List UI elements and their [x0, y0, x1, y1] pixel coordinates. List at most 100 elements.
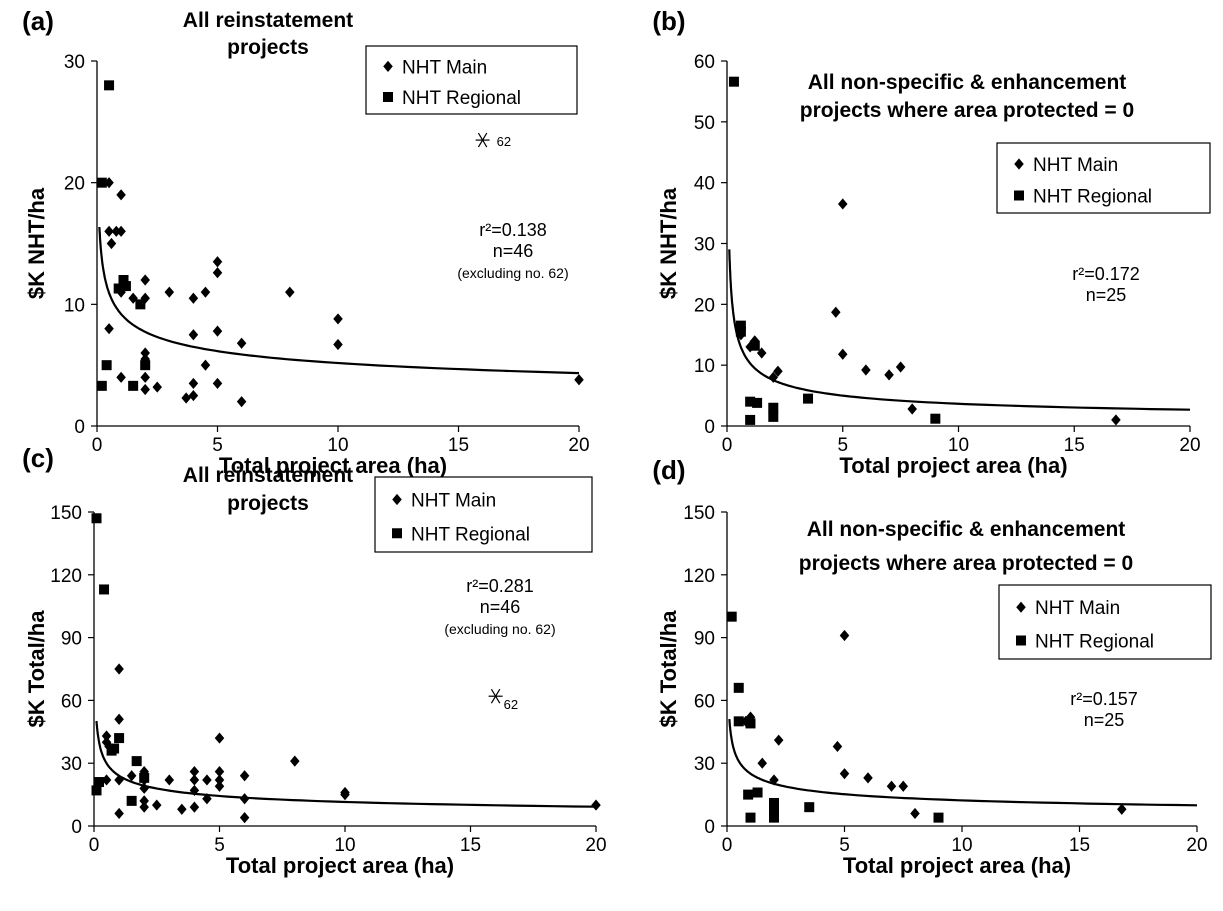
y-tick-label: 40 [694, 174, 715, 195]
chart-title-line: projects where area protected = 0 [800, 99, 1134, 122]
nht-regional-point [96, 380, 107, 391]
nht-main-point [188, 292, 199, 304]
trend-line [728, 249, 1191, 411]
panel-d: (d) 0 30 60 90 120 150 0 5 10 15 20 Total project ar… [652, 455, 1212, 878]
trend-line [728, 719, 1198, 807]
nht-main-point [189, 801, 200, 813]
panel-label: (c) [22, 443, 54, 473]
nht-regional-point [135, 299, 146, 310]
nht-main-point [101, 730, 112, 742]
y-tick-label: 60 [694, 691, 715, 712]
legend-label: NHT Regional [1035, 632, 1154, 653]
legend-label: NHT Main [1035, 598, 1120, 619]
y-tick-label: 90 [694, 629, 715, 650]
x-tick-label: 15 [1064, 435, 1085, 456]
chart-title-line: projects where area protected = 0 [799, 552, 1133, 575]
nht-main-point [769, 774, 779, 786]
sample-size-label: n=46 [480, 597, 521, 617]
x-axis-title: Total project area (ha) [226, 853, 454, 878]
nht-main-point [886, 780, 897, 792]
nht-regional-point [128, 380, 139, 391]
nht-main-point [104, 225, 114, 237]
x-tick-label: 5 [837, 435, 848, 456]
x-tick-label: 5 [214, 835, 225, 856]
r-squared-label: r²=0.281 [466, 576, 534, 596]
nht-regional-point [733, 682, 744, 693]
nht-regional-point [94, 777, 105, 788]
nht-regional-point [726, 611, 737, 622]
y-tick-label: 10 [64, 295, 85, 316]
nht-regional-point [769, 797, 779, 808]
nht-main-point [140, 274, 150, 286]
legend-box [996, 142, 1211, 214]
nht-main-point [239, 793, 250, 805]
x-tick-label: 15 [460, 835, 481, 856]
nht-main-point [837, 348, 848, 360]
y-tick-label: 0 [704, 817, 715, 838]
sample-size-label: n=25 [1086, 285, 1127, 305]
nht-main-point [212, 267, 223, 279]
y-tick-label: 50 [694, 113, 715, 134]
nht-main-point [111, 225, 122, 237]
nht-main-point [214, 774, 225, 786]
nht-regional-point [930, 413, 941, 424]
nht-main-point [114, 807, 124, 820]
nht-main-point [757, 757, 768, 769]
nht-main-point [189, 784, 200, 797]
nht-main-point [831, 306, 841, 318]
nht-main-point [839, 629, 850, 642]
nht-main-point [101, 774, 112, 786]
exclusion-note: (excluding no. 62) [457, 265, 568, 281]
nht-main-point [239, 770, 250, 782]
nht-main-point [177, 803, 187, 815]
legend-label: NHT Main [411, 491, 496, 512]
legend-label: NHT Main [402, 57, 487, 78]
nht-regional-point [728, 76, 739, 87]
nht-regional-point [752, 787, 763, 798]
nht-main-point [1117, 803, 1127, 815]
nht-main-point [898, 780, 909, 792]
nht-regional-point [804, 802, 815, 813]
x-tick-label: 0 [89, 835, 100, 856]
nht-main-point [591, 799, 601, 811]
x-tick-label: 10 [951, 835, 972, 856]
nht-regional-point [743, 789, 754, 800]
nht-main-point [239, 812, 250, 824]
nht-main-point [181, 392, 191, 404]
y-tick-label: 0 [74, 417, 85, 438]
legend-box [998, 584, 1212, 660]
y-axis-title: $K NHT/ha [24, 187, 49, 299]
nht-regional-point [113, 283, 124, 294]
nht-regional-point [114, 733, 125, 744]
nht-main-point [139, 801, 149, 813]
y-tick-label: 0 [71, 817, 82, 838]
y-tick-label: 120 [50, 566, 82, 587]
nht-regional-point [769, 806, 779, 817]
x-tick-label: 10 [948, 435, 969, 456]
x-tick-label: 5 [212, 435, 223, 456]
nht-regional-point [91, 513, 102, 524]
nht-main-point [106, 237, 117, 250]
chart-title-line: projects [227, 492, 309, 515]
legend-box [365, 45, 578, 115]
nht-main-point [333, 338, 343, 351]
x-tick-label: 10 [327, 435, 348, 456]
nht-main-point [164, 774, 175, 786]
legend-diamond-icon [1014, 158, 1024, 170]
y-axis-title: $K Total/ha [24, 610, 49, 728]
nht-regional-point [745, 718, 756, 729]
legend-label: NHT Regional [1033, 187, 1152, 208]
nht-main-point [164, 286, 175, 298]
nht-regional-point [769, 812, 779, 823]
y-tick-label: 20 [694, 295, 715, 316]
legend-label: NHT Regional [402, 88, 521, 109]
asterisk-stroke [490, 688, 501, 704]
x-tick-label: 5 [839, 835, 850, 856]
nht-main-point [139, 795, 149, 807]
panel-c: (c) 0 30 60 90 120 150 0 5 10 15 20 Total project ar… [22, 443, 606, 878]
y-tick-label: 30 [64, 52, 85, 73]
nht-main-point [188, 377, 199, 390]
nht-regional-point [745, 414, 756, 425]
